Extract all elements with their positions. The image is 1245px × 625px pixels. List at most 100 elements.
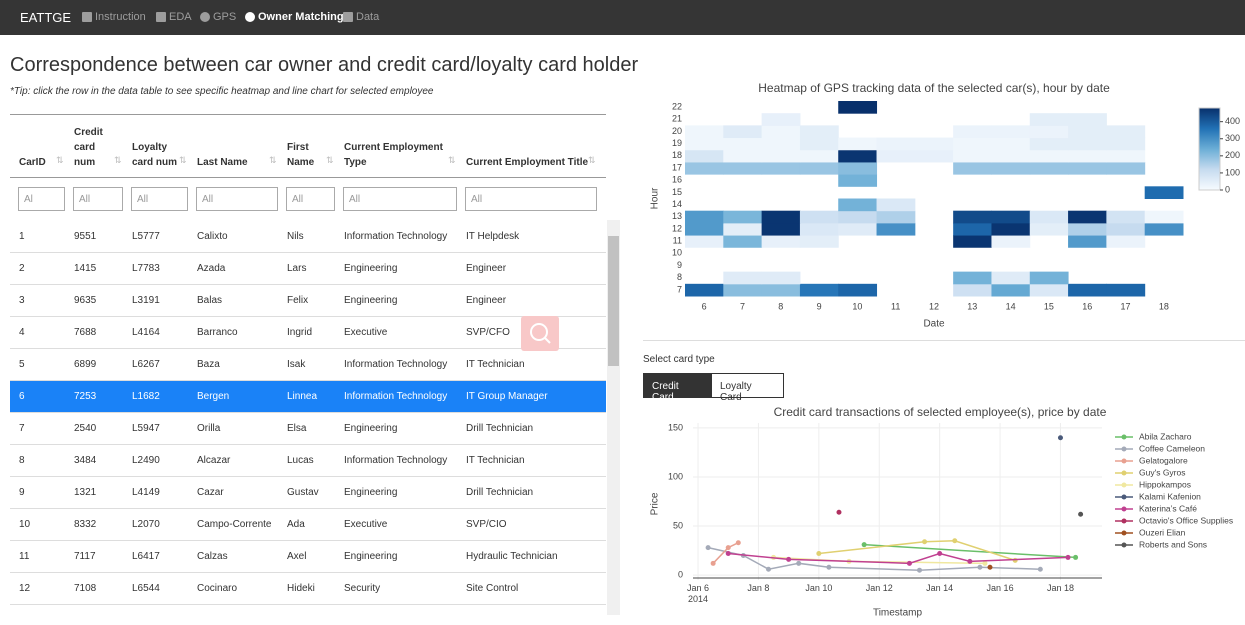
legend-label[interactable]: Kalami Kafenion: [1139, 491, 1201, 501]
separator: [643, 340, 1245, 341]
y-tick-label: 15: [672, 187, 682, 197]
heat-cell: [1029, 149, 1069, 163]
table-cell: 7253: [74, 391, 97, 402]
filter-input[interactable]: All: [73, 187, 123, 211]
column-header[interactable]: Last Name: [197, 157, 248, 168]
point: [1078, 511, 1084, 517]
table-cell: 2540: [74, 423, 97, 434]
legend-label[interactable]: Octavio's Office Supplies: [1139, 515, 1233, 525]
table-row[interactable]: 12 7108 L6544 Cocinaro Hideki Security Site Co…: [10, 573, 606, 605]
x-axis-label: Timestamp: [873, 608, 923, 619]
y-tick-label: 14: [672, 199, 682, 209]
table-cell: Engineering: [344, 423, 398, 434]
legend-label[interactable]: Ouzeri Elian: [1139, 527, 1186, 537]
heat-cell: [1029, 210, 1069, 224]
table-row[interactable]: 9 1321 L4149 Cazar Gustav Engineering Drill Te…: [10, 477, 606, 509]
table-row[interactable]: 8 3484 L2490 Alcazar Lucas Information Techno…: [10, 445, 606, 477]
table-cell: Gustav: [287, 487, 319, 498]
column-header[interactable]: Current Employment Title: [466, 157, 589, 168]
table-cell: L1682: [132, 391, 160, 402]
scrollbar[interactable]: [607, 220, 620, 615]
column-header[interactable]: First Name: [287, 142, 315, 168]
filter-input[interactable]: All: [465, 187, 597, 211]
table-cell: Balas: [197, 295, 223, 306]
column-header[interactable]: Credit card num: [74, 127, 103, 168]
column-header[interactable]: Current Employment Type: [344, 142, 443, 168]
table-row[interactable]: 1 9551 L5777 Calixto Nils Information Technol…: [10, 221, 606, 253]
table-row[interactable]: 10 8332 L2070 Campo-Corrente Ada Executive SVP…: [10, 509, 606, 541]
nav-item[interactable]: EDA: [169, 11, 192, 23]
filter-input[interactable]: All: [286, 187, 335, 211]
table-cell: Baza: [197, 359, 220, 370]
heat-cell: [991, 161, 1031, 175]
table-cell: Linnea: [287, 391, 318, 402]
legend-label[interactable]: Gelatogalore: [1139, 455, 1188, 465]
column-header[interactable]: CarID: [19, 157, 46, 168]
table-cell: Engineering: [344, 295, 398, 306]
table-row[interactable]: 4 7688 L4164 Barranco Ingrid Executive SVP/CFO: [10, 317, 606, 349]
filter-input[interactable]: All: [343, 187, 457, 211]
table-cell: 1: [19, 231, 25, 242]
heat-cell: [799, 283, 839, 297]
filter-input[interactable]: All: [196, 187, 278, 211]
heat-cell: [1144, 186, 1184, 199]
table-row[interactable]: 2 1415 L7783 Azada Lars Engineering Engineer: [10, 253, 606, 285]
point: [987, 564, 993, 570]
legend-label[interactable]: Guy's Gyros: [1139, 467, 1186, 477]
search-button[interactable]: [521, 316, 559, 351]
column-header[interactable]: Loyalty card num: [132, 142, 178, 168]
heat-cell: [799, 137, 839, 151]
y-tick-label: 19: [672, 138, 682, 148]
table-row[interactable]: 7 2540 L5947 Orilla Elsa Engineering Drill Tec…: [10, 413, 606, 445]
table-cell: 6: [19, 391, 25, 402]
header-rule: [10, 177, 606, 178]
heat-cell: [723, 271, 763, 285]
legend-marker: [1121, 470, 1127, 476]
table-row[interactable]: 11 7117 L6417 Calzas Axel Engineering Hydrauli…: [10, 541, 606, 573]
table-cell: Bergen: [197, 391, 230, 402]
filter-input[interactable]: Al: [18, 187, 65, 211]
table-cell: L3191: [132, 295, 160, 306]
table-cell: L2490: [132, 455, 160, 466]
nav-item[interactable]: Owner Matching: [258, 11, 344, 23]
heat-cell: [1068, 113, 1107, 126]
chart-title: Credit card transactions of selected emp…: [774, 405, 1107, 419]
legend-label[interactable]: Hippokampos: [1139, 479, 1191, 489]
nav-item[interactable]: Data: [356, 11, 380, 23]
heat-cell: [953, 125, 992, 139]
heat-cell: [685, 149, 724, 163]
heat-cell: [761, 271, 801, 285]
series-line: [707, 546, 1041, 571]
table-cell: SVP/CIO: [466, 519, 507, 530]
table-cell: Ingrid: [287, 327, 313, 338]
heat-cell: [1068, 161, 1107, 175]
table-cell: Ada: [287, 519, 305, 530]
heat-cell: [799, 210, 839, 224]
point: [967, 558, 973, 564]
table-row[interactable]: 3 9635 L3191 Balas Felix Engineering Engineer: [10, 285, 606, 317]
brand[interactable]: EATTGE: [20, 10, 72, 25]
legend-label[interactable]: Roberts and Sons: [1139, 539, 1207, 549]
card-type-button[interactable]: Credit Card: [643, 373, 711, 403]
card-type-button[interactable]: Loyalty Card: [711, 373, 784, 403]
heat-cell: [1068, 222, 1107, 236]
legend-label[interactable]: Coffee Cameleon: [1139, 443, 1205, 453]
filter-input[interactable]: All: [131, 187, 188, 211]
table-cell: Calixto: [197, 231, 228, 242]
scroll-thumb[interactable]: [608, 236, 619, 366]
table-row[interactable]: 5 6899 L6267 Baza Isak Information Technology…: [10, 349, 606, 381]
heat-cell: [1106, 161, 1146, 175]
legend-label[interactable]: Katerina’s Café: [1139, 503, 1197, 513]
heat-cell: [1029, 271, 1069, 285]
heat-cell: [685, 137, 724, 151]
legend-marker: [1121, 446, 1127, 452]
heat-cell: [723, 222, 763, 236]
table-row[interactable]: 6 7253 L1682 Bergen Linnea Information Techno…: [10, 381, 606, 413]
heat-cell: [838, 137, 878, 151]
sort-icon: ⇅: [114, 155, 122, 165]
nav-item[interactable]: Instruction: [95, 11, 146, 23]
x-tick-label: 11: [891, 301, 900, 311]
nav-item[interactable]: GPS: [213, 11, 237, 23]
legend-label[interactable]: Abila Zacharo: [1139, 431, 1192, 441]
heat-cell: [838, 283, 878, 297]
